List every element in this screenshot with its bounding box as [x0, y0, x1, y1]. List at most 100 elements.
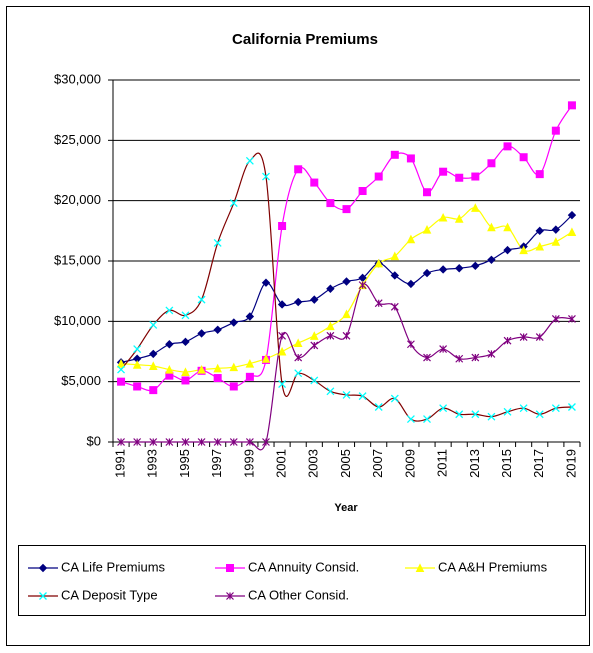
marker: [262, 438, 270, 446]
marker: [439, 404, 448, 413]
y-tick-label: $15,000: [54, 252, 101, 267]
marker: [535, 333, 544, 341]
marker: [406, 154, 415, 163]
x-tick-label: 2015: [499, 449, 514, 478]
marker: [374, 299, 383, 308]
marker: [181, 438, 190, 446]
marker: [310, 341, 319, 350]
marker: [132, 360, 142, 369]
marker: [165, 364, 174, 374]
marker: [213, 238, 222, 247]
marker: [38, 563, 48, 573]
marker: [278, 222, 287, 231]
marker: [503, 142, 512, 151]
x-tick-label: 2009: [402, 449, 417, 478]
marker: [439, 345, 448, 354]
marker: [245, 358, 255, 368]
marker: [455, 264, 464, 273]
marker: [423, 188, 432, 197]
marker: [181, 337, 190, 347]
marker: [487, 255, 496, 265]
marker: [294, 369, 303, 378]
x-tick-label: 2011: [435, 449, 450, 477]
marker: [326, 331, 335, 340]
marker: [390, 271, 400, 280]
x-tick-label: 1999: [241, 449, 256, 478]
marker: [568, 314, 576, 323]
marker: [326, 321, 335, 331]
marker: [535, 226, 544, 236]
marker: [229, 382, 238, 391]
marker: [165, 438, 174, 446]
legend-label: CA A&H Premiums: [438, 559, 548, 574]
marker: [551, 225, 561, 234]
marker: [149, 349, 158, 359]
marker: [535, 410, 544, 419]
marker: [148, 361, 158, 370]
marker: [471, 261, 480, 271]
marker: [117, 365, 126, 374]
x-axis-label: Year: [334, 502, 358, 514]
marker: [277, 346, 287, 356]
marker: [455, 173, 464, 182]
y-tick-label: $25,000: [54, 132, 101, 147]
marker: [310, 178, 319, 187]
marker: [226, 592, 234, 600]
marker: [471, 410, 480, 419]
legend-label: CA Life Premiums: [61, 559, 166, 574]
marker: [519, 404, 528, 413]
marker: [519, 333, 528, 341]
marker: [39, 592, 47, 600]
marker: [567, 227, 577, 237]
marker: [262, 172, 270, 181]
legend-label: CA Annuity Consid.: [248, 559, 359, 574]
marker: [117, 438, 125, 446]
marker: [310, 376, 319, 385]
marker: [149, 320, 158, 329]
legend-label: CA Other Consid.: [248, 587, 349, 602]
marker: [390, 150, 399, 159]
marker: [487, 222, 496, 232]
marker: [197, 329, 206, 338]
marker: [326, 199, 335, 208]
marker: [551, 126, 560, 135]
marker: [358, 187, 367, 196]
marker: [551, 237, 561, 246]
x-tick-label: 2007: [370, 449, 385, 478]
marker: [116, 358, 126, 368]
series-line: [120, 152, 572, 422]
marker: [455, 354, 464, 363]
legend-label: CA Deposit Type: [61, 587, 158, 602]
marker: [374, 172, 383, 181]
x-tick-label: 1991: [112, 449, 127, 478]
marker: [261, 354, 271, 363]
marker: [294, 165, 303, 174]
marker: [133, 382, 142, 391]
x-tick-label: 2003: [306, 449, 321, 478]
marker: [133, 438, 142, 446]
marker: [197, 295, 206, 304]
marker: [342, 331, 351, 340]
marker: [181, 367, 190, 377]
chart-border: [6, 6, 590, 646]
marker: [245, 372, 254, 381]
marker: [149, 438, 158, 446]
marker: [567, 403, 576, 411]
marker: [245, 438, 254, 446]
y-tick-label: $10,000: [54, 313, 101, 328]
marker: [342, 390, 351, 399]
marker: [551, 404, 560, 413]
marker: [293, 297, 303, 307]
marker: [326, 284, 335, 293]
marker: [277, 300, 287, 309]
x-tick-label: 1997: [209, 449, 224, 478]
marker: [519, 245, 528, 255]
marker: [406, 415, 415, 424]
marker: [229, 318, 238, 327]
marker: [342, 309, 351, 319]
marker: [213, 363, 222, 373]
y-tick-label: $5,000: [61, 373, 101, 388]
marker: [326, 387, 335, 396]
chart-title: California Premiums: [232, 31, 378, 48]
